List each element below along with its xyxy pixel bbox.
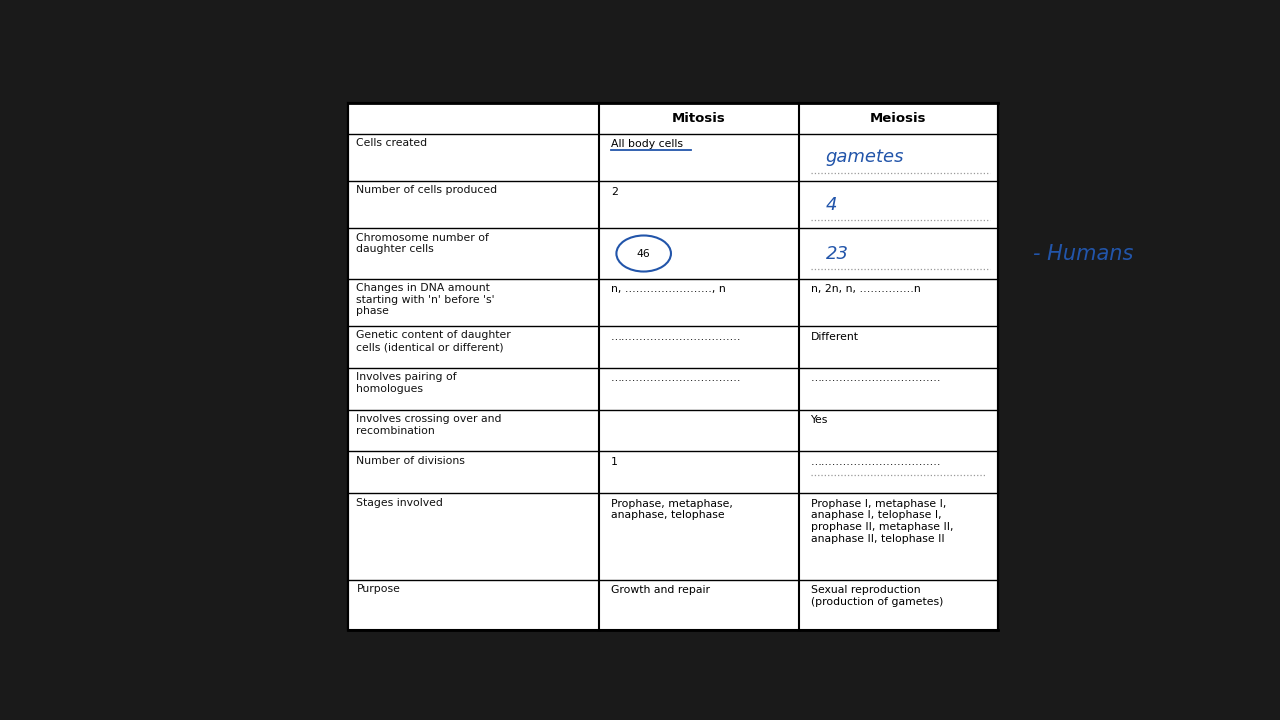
Text: ………………………………: ……………………………… [611,373,741,383]
Text: ………………………………: ……………………………… [611,331,741,341]
Text: ………………………………: ……………………………… [810,373,941,383]
Text: Meiosis: Meiosis [870,112,927,125]
Text: 2: 2 [611,186,618,197]
Text: Number of cells produced: Number of cells produced [356,186,498,196]
Text: All body cells: All body cells [611,139,684,149]
Text: Sexual reproduction
(production of gametes): Sexual reproduction (production of gamet… [810,585,943,607]
Text: 1: 1 [611,457,618,467]
Text: Purpose: Purpose [356,584,401,594]
Text: - Humans: - Humans [1033,243,1133,264]
Text: Genetic content of daughter
cells (identical or different): Genetic content of daughter cells (ident… [356,330,511,352]
Text: Chromosome number of
daughter cells: Chromosome number of daughter cells [356,233,489,254]
Text: Prophase I, metaphase I,
anaphase I, telophase I,
prophase II, metaphase II,
ana: Prophase I, metaphase I, anaphase I, tel… [810,499,954,544]
Text: n, ……………………, n: n, ……………………, n [611,284,726,294]
Text: Involves pairing of
homologues: Involves pairing of homologues [356,372,457,394]
Text: Prophase, metaphase,
anaphase, telophase: Prophase, metaphase, anaphase, telophase [611,499,733,521]
Text: 4: 4 [826,196,837,214]
Text: n, 2n, n, ……………n: n, 2n, n, ……………n [810,284,920,294]
Text: 46: 46 [637,248,650,258]
Text: Yes: Yes [810,415,828,425]
Text: Involves crossing over and
recombination: Involves crossing over and recombination [356,414,502,436]
Text: Changes in DNA amount
starting with 'n' before 's'
phase: Changes in DNA amount starting with 'n' … [356,283,495,316]
Text: ………………………………: ……………………………… [810,457,941,467]
Text: Cells created: Cells created [356,138,428,148]
Text: Different: Different [810,331,859,341]
Text: Stages involved: Stages involved [356,498,443,508]
Text: Mitosis: Mitosis [672,112,726,125]
Bar [348,103,998,630]
Text: Number of divisions: Number of divisions [356,456,466,466]
Text: Growth and repair: Growth and repair [611,585,710,595]
Text: 23: 23 [826,245,849,263]
Text: gametes: gametes [826,148,904,166]
